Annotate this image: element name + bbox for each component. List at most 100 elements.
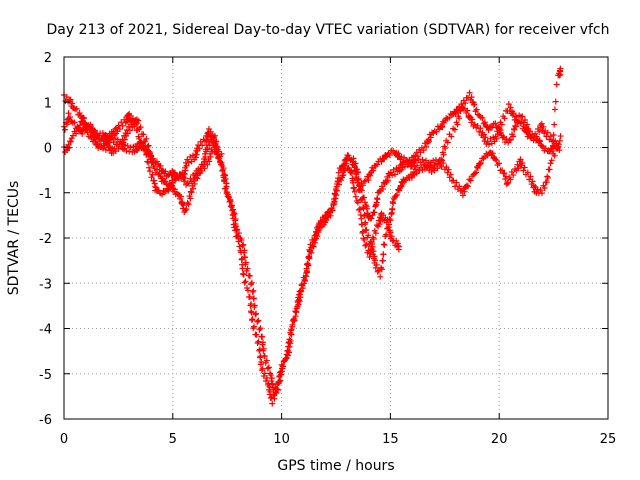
data-point [180,202,187,209]
data-point [510,133,517,140]
data-point [152,184,159,191]
data-point [356,206,363,213]
data-point [464,183,471,190]
data-point [501,115,508,122]
data-point [456,103,463,110]
data-point [218,150,225,157]
data-point [239,242,246,249]
data-point [388,233,395,240]
data-point [259,365,266,372]
data-point [71,104,78,111]
data-point [394,191,401,198]
data-point [411,163,418,170]
data-point [69,100,76,107]
data-point [297,288,304,295]
data-point [395,246,402,253]
data-point [404,162,411,169]
data-point [427,134,434,141]
data-point [348,170,355,177]
data-point [221,171,228,178]
data-point [358,187,365,194]
data-point [550,132,557,139]
data-point [248,300,255,307]
data-point [493,157,500,164]
data-point [423,143,430,150]
data-point [263,375,270,382]
data-point [421,162,428,169]
data-point [182,167,189,174]
data-point [413,170,420,177]
data-point [162,168,169,175]
data-point [507,104,514,111]
data-point [454,121,461,128]
data-point [249,316,256,323]
data-point [548,157,555,164]
data-point [385,221,392,228]
data-point [202,153,209,160]
data-point [496,125,503,132]
y-tick-label: -4 [39,323,52,338]
y-tick-label: 1 [44,96,52,111]
data-point [301,277,308,284]
data-point [99,145,106,152]
data-point [218,159,225,166]
data-point [240,270,247,277]
data-point [265,380,272,387]
data-point [462,100,469,107]
y-tick-label: -3 [39,277,52,292]
data-point [279,363,286,370]
data-point [359,228,366,235]
y-tick-label: -6 [39,413,52,428]
data-point [263,357,270,364]
data-point [69,132,76,139]
data-point [379,257,386,264]
data-point [332,191,339,198]
data-point [267,371,274,378]
data-point [521,164,528,171]
data-point [250,287,257,294]
data-point [231,224,238,231]
data-point [377,273,384,280]
data-point [527,173,534,180]
data-point [361,199,368,206]
data-point [283,354,290,361]
data-point [303,267,310,274]
data-point [159,175,166,182]
data-point [253,310,260,317]
data-point [303,273,310,280]
data-point [240,241,247,248]
data-point [359,221,366,228]
data-point [193,151,200,158]
data-point [182,175,189,182]
data-point [258,367,265,374]
data-point [471,101,478,108]
data-point [546,166,553,173]
data-point [288,327,295,334]
data-point [420,147,427,154]
data-point [294,304,301,310]
data-point [264,365,271,372]
data-point [81,119,88,126]
data-point [254,318,261,325]
data-point [471,170,478,177]
data-point [492,120,499,127]
data-point [376,221,383,228]
data-point [238,249,245,256]
data-points [61,65,564,407]
data-point [227,196,234,203]
data-point [191,175,198,182]
data-point [201,165,208,172]
data-point [547,133,554,140]
data-point [473,169,480,176]
data-point [456,183,463,190]
data-point [355,175,362,182]
data-point [145,164,152,171]
data-point [450,177,457,184]
data-point [154,166,161,173]
data-point [246,293,253,300]
data-point [275,380,282,387]
data-point [441,119,448,126]
data-point [171,169,178,176]
data-point [147,153,154,160]
data-point [181,178,188,185]
